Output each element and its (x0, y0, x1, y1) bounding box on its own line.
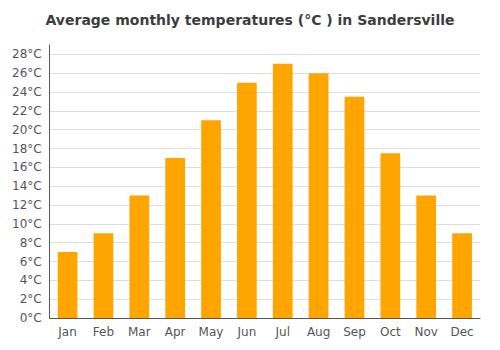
svg-text:16°C: 16°C (12, 160, 42, 174)
svg-text:Average monthly temperatures (: Average monthly temperatures (°C ) in Sa… (46, 12, 455, 28)
svg-text:Oct: Oct (380, 325, 401, 339)
svg-text:Jun: Jun (237, 325, 257, 339)
svg-text:18°C: 18°C (12, 142, 42, 156)
svg-text:Mar: Mar (128, 325, 151, 339)
svg-text:Jan: Jan (57, 325, 77, 339)
svg-text:4°C: 4°C (20, 273, 42, 287)
svg-text:14°C: 14°C (12, 179, 42, 193)
svg-text:12°C: 12°C (12, 198, 42, 212)
svg-text:Sep: Sep (343, 325, 366, 339)
svg-text:24°C: 24°C (12, 85, 42, 99)
svg-text:6°C: 6°C (20, 255, 42, 269)
svg-text:Apr: Apr (165, 325, 186, 339)
svg-text:Feb: Feb (93, 325, 114, 339)
svg-text:May: May (199, 325, 224, 339)
svg-text:Jul: Jul (275, 325, 290, 339)
svg-text:8°C: 8°C (20, 236, 42, 250)
svg-text:28°C: 28°C (12, 47, 42, 61)
svg-text:10°C: 10°C (12, 217, 42, 231)
svg-text:2°C: 2°C (20, 292, 42, 306)
svg-text:Aug: Aug (307, 325, 330, 339)
svg-text:0°C: 0°C (20, 311, 42, 325)
svg-text:20°C: 20°C (12, 123, 42, 137)
svg-text:26°C: 26°C (12, 66, 42, 80)
svg-text:Nov: Nov (414, 325, 437, 339)
svg-text:22°C: 22°C (12, 104, 42, 118)
svg-text:Dec: Dec (450, 325, 473, 339)
